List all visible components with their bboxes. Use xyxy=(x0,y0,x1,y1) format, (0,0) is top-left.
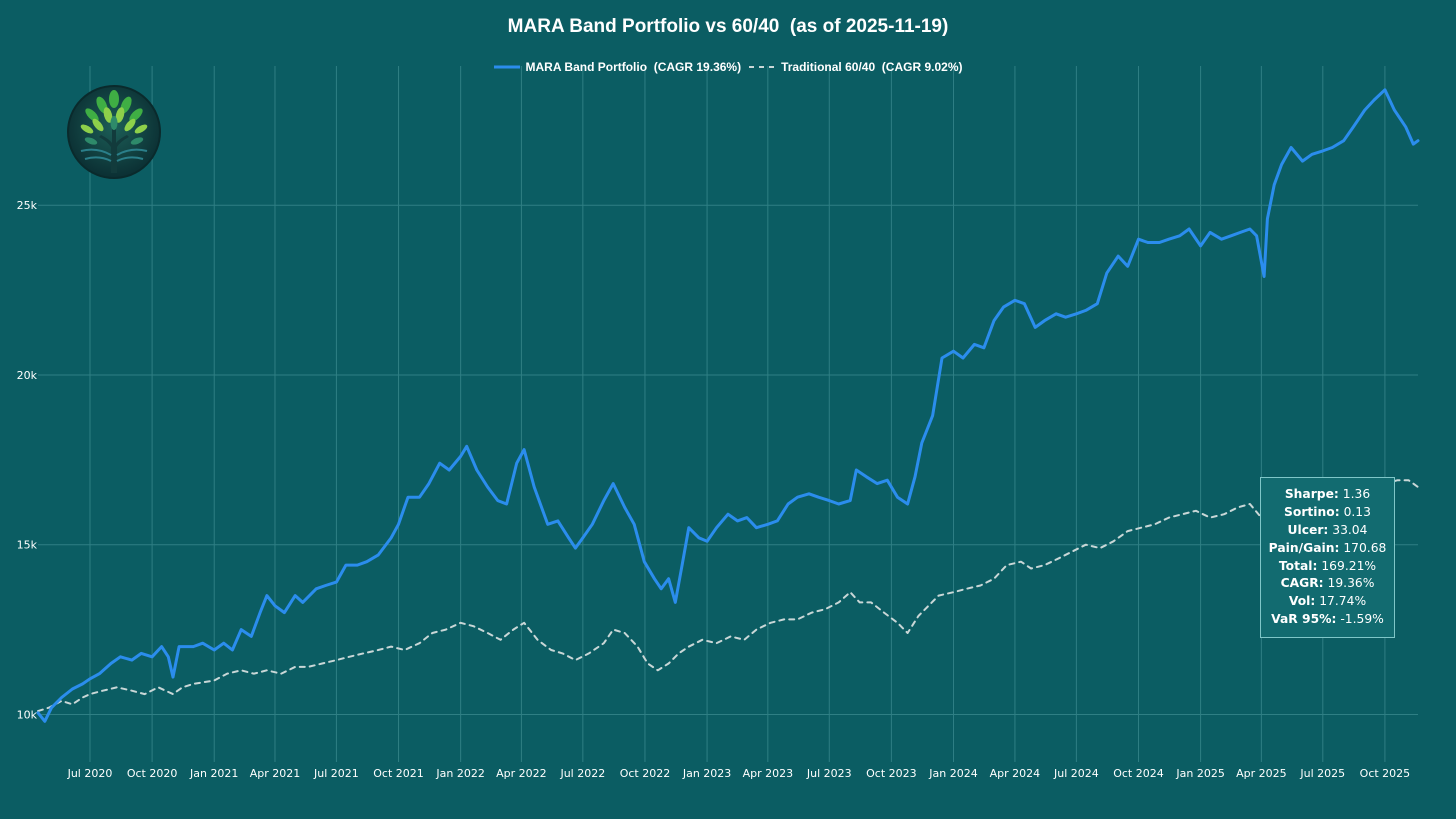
x-tick-label: Apr 2025 xyxy=(1236,767,1287,780)
x-tick-label: Jul 2025 xyxy=(1299,767,1345,780)
x-tick-label: Apr 2021 xyxy=(250,767,301,780)
x-tick-label: Oct 2025 xyxy=(1360,767,1411,780)
series-layer xyxy=(36,88,1420,723)
legend-label-portfolio: MARA Band Portfolio (CAGR 19.36%) xyxy=(525,60,742,74)
x-tick-label: Oct 2022 xyxy=(620,767,671,780)
chart-legend: MARA Band Portfolio (CAGR 19.36%) Tradit… xyxy=(0,60,1456,74)
y-tick-label: 15k xyxy=(17,539,38,552)
x-tick-label: Jan 2025 xyxy=(1175,767,1224,780)
stat-cagr: CAGR: 19.36% xyxy=(1280,576,1375,591)
legend-item-benchmark[interactable]: Traditional 60/40 (CAGR 9.02%) xyxy=(749,60,962,74)
x-tick-label: Jul 2023 xyxy=(806,767,852,780)
x-tick-label: Oct 2020 xyxy=(127,767,178,780)
stat-sortino: Sortino: 0.13 xyxy=(1284,505,1371,520)
legend-dashed-line-icon xyxy=(749,66,776,68)
x-tick-label: Oct 2023 xyxy=(866,767,917,780)
x-tick-label: Apr 2023 xyxy=(743,767,794,780)
y-tick-label: 20k xyxy=(17,369,38,382)
tree-logo-icon xyxy=(67,85,161,179)
stat-vol: Vol: 17.74% xyxy=(1288,594,1367,609)
y-tick-label: 25k xyxy=(17,199,38,212)
x-tick-label: Oct 2024 xyxy=(1113,767,1164,780)
x-tick-label: Jan 2021 xyxy=(189,767,238,780)
stat-ulcer: Ulcer: 33.04 xyxy=(1287,522,1368,537)
legend-solid-line-icon xyxy=(493,65,520,69)
x-tick-label: Jul 2021 xyxy=(313,767,359,780)
stat-sharpe: Sharpe: 1.36 xyxy=(1284,487,1371,502)
x-tick-label: Jan 2023 xyxy=(682,767,731,780)
x-tick-label: Jul 2024 xyxy=(1053,767,1099,780)
stats-box: Sharpe: 1.36 Sortino: 0.13 Ulcer: 33.04 … xyxy=(1260,477,1395,638)
legend-label-benchmark: Traditional 60/40 (CAGR 9.02%) xyxy=(781,60,963,74)
x-tick-label: Oct 2021 xyxy=(373,767,424,780)
y-gridlines xyxy=(38,204,1418,715)
x-tick-label: Jan 2024 xyxy=(928,767,977,780)
stat-pain-gain: Pain/Gain: 170.68 xyxy=(1268,540,1387,555)
x-gridlines xyxy=(89,66,1386,762)
chart-title: MARA Band Portfolio vs 60/40 (as of 2025… xyxy=(507,16,949,37)
series-line-benchmark[interactable] xyxy=(37,479,1419,713)
series-line-portfolio[interactable] xyxy=(36,88,1420,723)
stat-total: Total: 169.21% xyxy=(1278,558,1377,573)
x-axis-ticks: Jul 2020 Oct 2020 Jan 2021 Apr 2021 Jul 2021… xyxy=(67,767,1411,780)
x-tick-label: Apr 2022 xyxy=(496,767,547,780)
x-tick-label: Jul 2020 xyxy=(67,767,113,780)
x-tick-label: Jan 2022 xyxy=(435,767,484,780)
legend-item-portfolio[interactable]: MARA Band Portfolio (CAGR 19.36%) xyxy=(493,60,742,74)
stat-var-95: VaR 95%: -1.59% xyxy=(1271,611,1384,626)
x-tick-label: Apr 2024 xyxy=(990,767,1041,780)
y-axis-ticks: 10k 15k 20k 25k xyxy=(17,199,38,721)
y-tick-label: 10k xyxy=(17,708,38,721)
x-tick-label: Jul 2022 xyxy=(559,767,605,780)
